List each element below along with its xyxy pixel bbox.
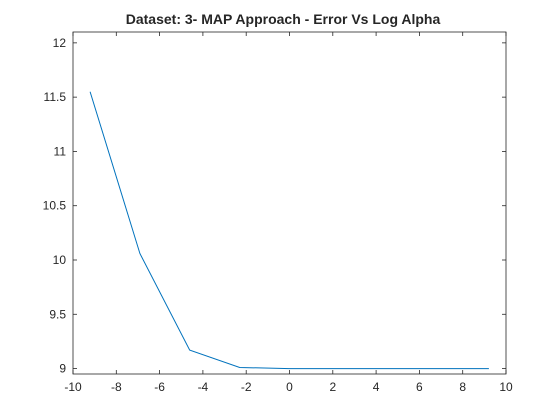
x-tick-label: -6 bbox=[154, 380, 165, 394]
x-tick-label: 6 bbox=[416, 380, 423, 394]
x-tick-label: -4 bbox=[198, 380, 209, 394]
y-tick-label: 9.5 bbox=[49, 307, 66, 321]
y-tick-label: 9 bbox=[59, 362, 66, 376]
series-line bbox=[89, 91, 489, 370]
x-tick-label: 10 bbox=[499, 380, 513, 394]
y-tick-label: 11 bbox=[54, 144, 67, 158]
y-axis-ticks: 9 9.5 10 10.5 11 11.5 12 bbox=[43, 36, 506, 376]
series-layer bbox=[89, 91, 489, 370]
x-axis-ticks: -10 -8 -6 -4 -2 0 2 4 6 8 10 bbox=[64, 32, 513, 394]
x-tick-label: -8 bbox=[111, 380, 122, 394]
axes bbox=[72, 31, 507, 375]
x-tick-label: 4 bbox=[373, 380, 380, 394]
y-tick-label: 12 bbox=[53, 36, 67, 50]
x-tick-label: -10 bbox=[64, 380, 82, 394]
x-tick-label: 2 bbox=[329, 380, 336, 394]
chart-title: Dataset: 3- MAP Approach - Error Vs Log … bbox=[126, 11, 441, 27]
plot-box bbox=[72, 31, 507, 375]
y-tick-label: 10.5 bbox=[43, 199, 67, 213]
y-tick-label: 11.5 bbox=[44, 90, 67, 104]
x-tick-label: 8 bbox=[459, 380, 466, 394]
x-tick-label: -2 bbox=[241, 380, 252, 394]
x-tick-label: 0 bbox=[286, 380, 293, 394]
y-tick-label: 10 bbox=[53, 253, 67, 267]
